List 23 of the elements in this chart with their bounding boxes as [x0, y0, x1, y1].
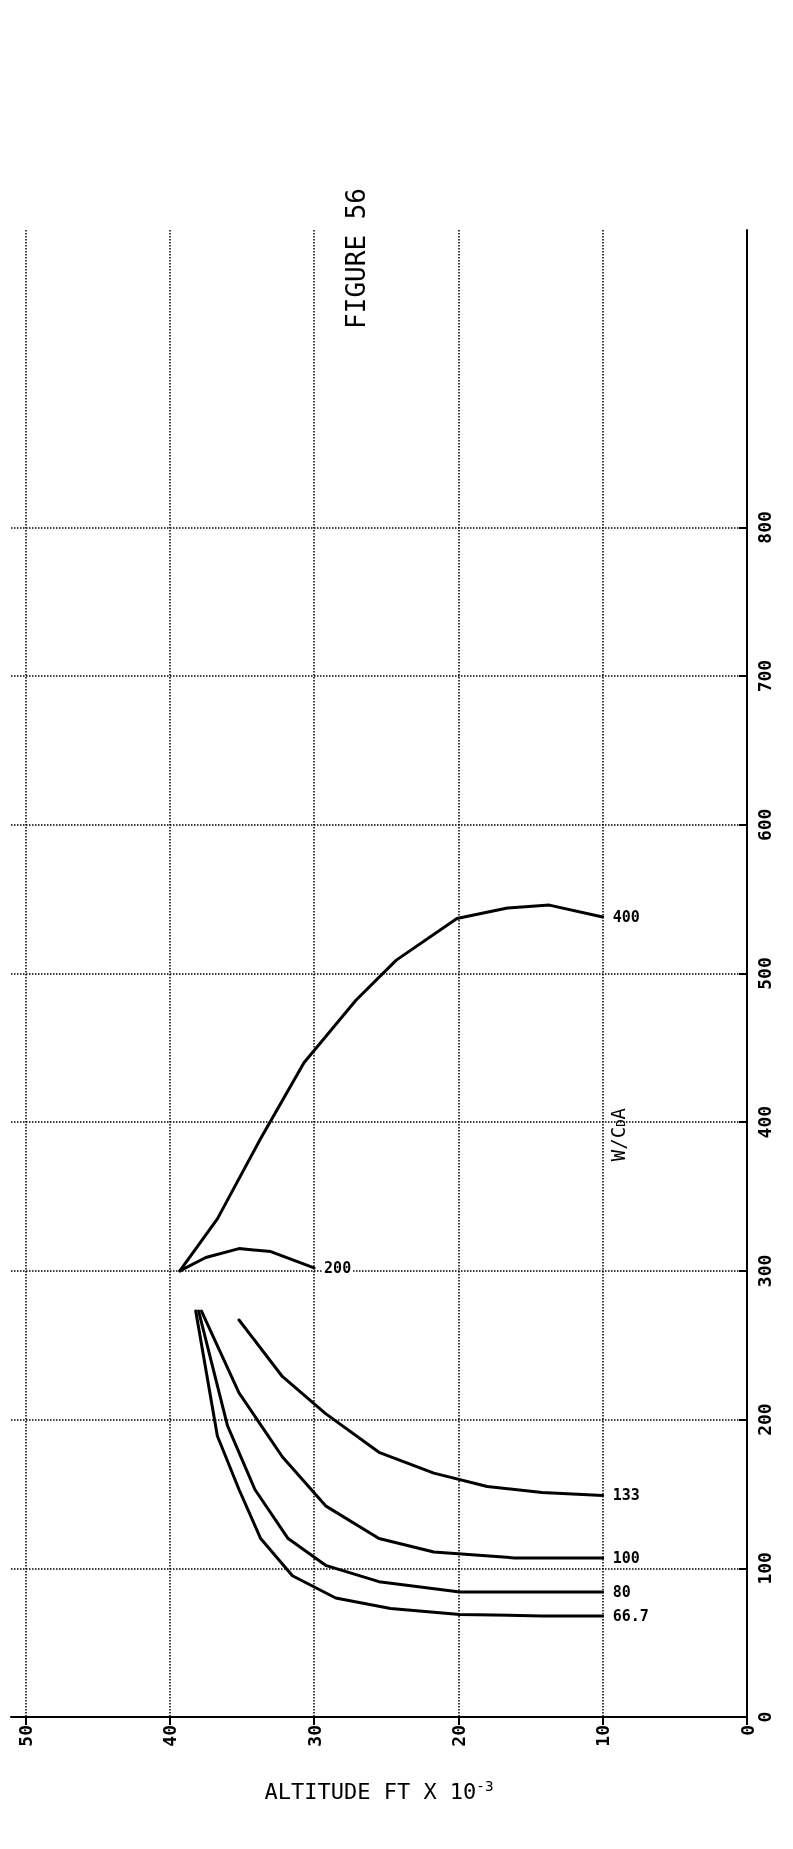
y-tick-label: 500 — [753, 957, 775, 990]
series-label: 66.7 — [612, 1606, 649, 1625]
y-tick-label: 200 — [753, 1403, 775, 1436]
series-label: 133 — [612, 1486, 640, 1505]
legend-title: W/CDA — [606, 1107, 629, 1162]
x-tick-label: 10 — [592, 1725, 614, 1747]
y-tick-label: 700 — [753, 659, 775, 693]
series-label: 400 — [612, 907, 640, 926]
x-tick-label: 30 — [303, 1725, 325, 1747]
y-tick-label: 100 — [753, 1552, 775, 1585]
x-tick-label: 50 — [14, 1725, 36, 1747]
series-label: 80 — [612, 1583, 631, 1602]
y-tick-label: 400 — [753, 1105, 775, 1139]
series-label: 100 — [612, 1548, 640, 1567]
y-tick-label: 300 — [753, 1254, 775, 1288]
y-tick-label: 600 — [753, 808, 775, 842]
text: FIGURE 56 — [341, 187, 371, 329]
y-tick-label: 800 — [753, 511, 775, 544]
x-tick-label: 40 — [159, 1725, 181, 1747]
series-label: 200 — [324, 1258, 352, 1277]
x-tick-label: 20 — [447, 1725, 469, 1747]
x-tick-label: 0 — [736, 1725, 758, 1736]
y-tick-label: 0 — [753, 1711, 775, 1723]
